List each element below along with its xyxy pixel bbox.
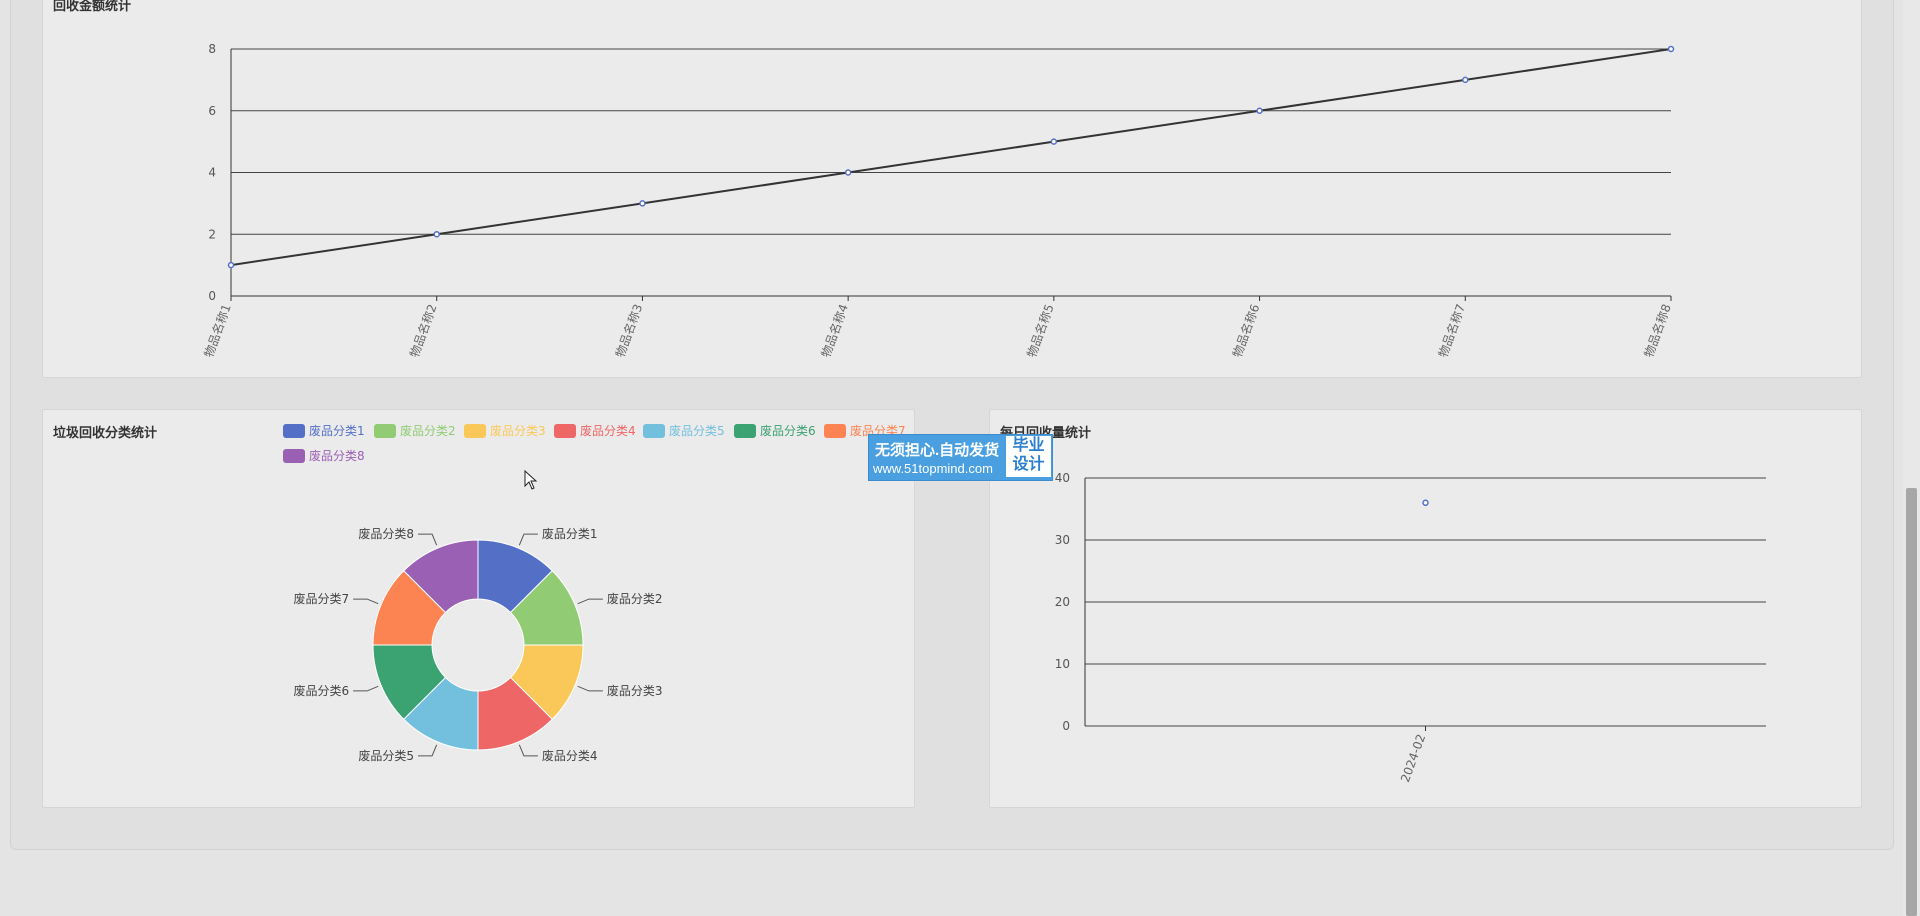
legend-label: 废品分类6 xyxy=(760,423,816,438)
pie-label: 废品分类4 xyxy=(542,748,598,763)
scrollbar-thumb[interactable] xyxy=(1906,488,1917,916)
daily-volume-chart: 0 10 20 30 40 2024-02 xyxy=(1055,471,1766,784)
pie-slice xyxy=(403,539,479,614)
pie-label: 废品分类2 xyxy=(607,591,663,606)
pie-leader-line xyxy=(418,744,438,757)
x-tick-label: 物品名称1 xyxy=(201,302,234,359)
pie-leader-line xyxy=(518,533,538,546)
pie-label: 废品分类8 xyxy=(358,526,414,541)
pie-label: 废品分类6 xyxy=(293,683,349,698)
data-point xyxy=(1050,138,1058,145)
pie-leader-line xyxy=(353,598,379,605)
data-point xyxy=(433,231,440,238)
pie-leader-line xyxy=(353,685,379,692)
y-tick-label: 6 xyxy=(208,104,216,118)
daily-volume-card: 每日回收量统计 xyxy=(989,409,1862,808)
x-tick-label: 物品名称8 xyxy=(1641,302,1674,359)
legend-swatch xyxy=(734,424,756,438)
y-tick-label: 2 xyxy=(208,227,216,241)
legend-swatch xyxy=(283,449,305,463)
data-point xyxy=(1422,499,1429,507)
legend-label: 废品分类2 xyxy=(400,423,456,438)
data-point xyxy=(639,200,646,207)
pie-label: 废品分类5 xyxy=(358,748,414,763)
x-tick-label: 物品名称4 xyxy=(818,302,851,359)
card-title: 垃圾回收分类统计 xyxy=(53,426,158,441)
series-line xyxy=(230,48,1672,267)
watermark-badge: 无须担心.自动发货 www.51topmind.com 毕业 设计 xyxy=(868,434,1053,481)
legend-swatch xyxy=(643,424,665,438)
legend-swatch xyxy=(283,424,305,438)
scrollbar-track[interactable] xyxy=(1903,0,1920,916)
legend-label: 废品分类8 xyxy=(309,448,365,463)
x-tick-label: 2024-02 xyxy=(1398,732,1428,784)
legend-swatch xyxy=(824,424,846,438)
watermark-box-line2: 设计 xyxy=(1012,456,1045,473)
pie-label: 废品分类1 xyxy=(542,526,598,541)
x-tick-label: 物品名称5 xyxy=(1024,302,1057,359)
y-tick-label: 8 xyxy=(208,42,216,56)
watermark-line1: 无须担心.自动发货 xyxy=(875,442,1000,459)
y-tick-label: 40 xyxy=(1055,471,1070,485)
data-point xyxy=(844,169,852,176)
legend-label: 废品分类5 xyxy=(669,423,725,438)
data-point xyxy=(1462,76,1469,84)
watermark-line2: www.51topmind.com xyxy=(873,461,993,476)
legend-label: 废品分类3 xyxy=(490,423,546,438)
recycle-amount-line-chart: 0 2 4 6 8 物品名称1 物品名称2 物品名称3 物品名称4 物品名称5 物品名称6 物品名称7… xyxy=(201,42,1675,359)
y-tick-label: 0 xyxy=(1062,719,1070,733)
x-tick-label: 物品名称6 xyxy=(1229,302,1262,359)
legend-swatch xyxy=(374,424,396,438)
legend-label: 废品分类1 xyxy=(309,423,365,438)
y-tick-label: 4 xyxy=(208,166,216,180)
data-point xyxy=(1256,107,1263,114)
data-point xyxy=(227,261,235,269)
legend-label: 废品分类4 xyxy=(580,423,636,438)
mouse-cursor-icon xyxy=(524,470,538,490)
category-pie-chart: 废品分类1 废品分类2 废品分类3 废品分类4 废品分类5 废品分类6 废品分类7 废品分类8… xyxy=(283,423,906,763)
data-point xyxy=(1667,45,1675,53)
card-title: 回收金额统计 xyxy=(53,0,132,14)
pie-label: 废品分类3 xyxy=(607,683,663,698)
x-tick-label: 物品名称7 xyxy=(1435,302,1468,359)
y-tick-label: 20 xyxy=(1055,595,1070,609)
watermark-box: 毕业 设计 xyxy=(1006,436,1051,477)
watermark-box-line1: 毕业 xyxy=(1012,437,1045,454)
pie-leader-line xyxy=(518,744,538,757)
x-tick-label: 物品名称3 xyxy=(612,302,645,359)
pie-leader-line xyxy=(577,685,603,692)
x-tick-label: 物品名称2 xyxy=(406,302,439,359)
legend-swatch xyxy=(554,424,576,438)
y-tick-label: 0 xyxy=(208,289,216,303)
pie-leader-line xyxy=(418,533,438,546)
y-tick-label: 10 xyxy=(1055,657,1070,671)
legend-swatch xyxy=(464,424,486,438)
pie-leader-line xyxy=(577,598,603,605)
y-tick-label: 30 xyxy=(1055,533,1070,547)
recycle-amount-card: 回收金额统计 xyxy=(42,0,1862,378)
pie-label: 废品分类7 xyxy=(293,591,349,606)
